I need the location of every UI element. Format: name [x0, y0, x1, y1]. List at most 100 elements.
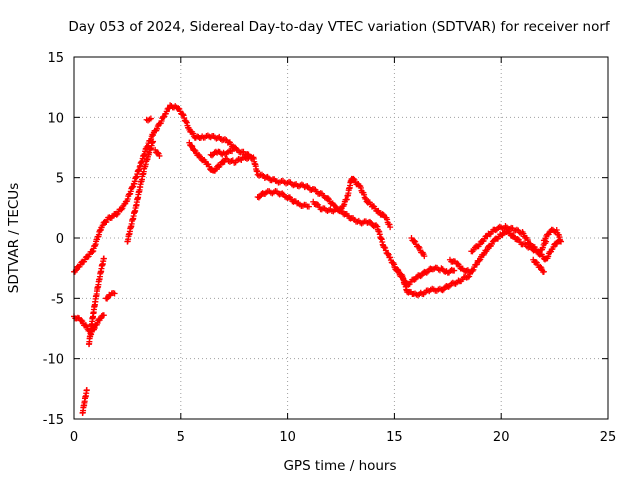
data-point — [229, 148, 236, 155]
data-track — [103, 289, 118, 302]
data-track — [468, 222, 550, 256]
y-tick-label: 5 — [56, 172, 64, 187]
data-point — [445, 283, 452, 290]
data-track — [207, 147, 236, 159]
data-track — [85, 255, 107, 348]
data-track — [143, 115, 154, 124]
data-point — [175, 105, 182, 112]
data-point — [387, 224, 394, 231]
data-track — [71, 102, 562, 299]
data-point — [150, 138, 157, 145]
x-tick-label: 15 — [386, 430, 403, 445]
data-point — [91, 325, 98, 332]
data-track — [530, 256, 547, 276]
data-point — [150, 132, 157, 139]
data-point — [469, 268, 476, 275]
data-point — [411, 276, 418, 283]
x-tick-label: 20 — [493, 430, 510, 445]
data-track — [254, 188, 312, 210]
data-point — [100, 255, 107, 262]
data-track — [310, 175, 394, 231]
data-point — [255, 194, 262, 201]
data-point — [305, 203, 312, 210]
data-track — [446, 256, 473, 275]
data-point — [537, 263, 544, 270]
data-point — [421, 253, 428, 260]
y-tick-label: -10 — [43, 353, 64, 368]
data-point — [78, 317, 85, 324]
data-track — [408, 235, 428, 260]
data-point — [542, 235, 549, 242]
data-track — [152, 146, 163, 159]
data-point — [545, 253, 552, 260]
data-point — [118, 206, 125, 213]
y-tick-label: 0 — [56, 232, 64, 247]
data-point — [83, 387, 90, 394]
x-tick-label: 25 — [600, 430, 617, 445]
data-point — [100, 312, 107, 319]
data-point — [466, 268, 473, 275]
data-point — [439, 287, 446, 294]
data-point — [279, 190, 286, 197]
data-point — [191, 146, 198, 153]
x-tick-label: 10 — [279, 430, 296, 445]
data-point — [387, 254, 394, 261]
data-point — [350, 175, 357, 182]
x-tick-label: 0 — [70, 430, 78, 445]
data-point — [415, 243, 422, 250]
data-points — [71, 102, 565, 416]
data-point — [156, 152, 163, 159]
data-point — [454, 260, 461, 267]
y-tick-label: -15 — [43, 413, 64, 428]
data-point — [394, 266, 401, 273]
data-point — [532, 258, 539, 265]
data-point — [411, 237, 418, 244]
data-point — [539, 244, 546, 251]
data-point — [464, 274, 471, 281]
data-point — [473, 261, 480, 268]
x-tick-label: 5 — [177, 430, 185, 445]
data-point — [113, 211, 120, 218]
data-point — [451, 267, 458, 274]
data-point — [94, 320, 101, 327]
data-point — [281, 193, 288, 200]
y-tick-label: -5 — [51, 292, 64, 307]
x-axis-title: GPS time / hours — [283, 458, 396, 474]
data-point — [190, 130, 197, 137]
data-point — [384, 250, 391, 257]
data-point — [423, 269, 430, 276]
data-point — [111, 290, 118, 297]
data-point — [399, 273, 406, 280]
data-point — [477, 256, 484, 263]
data-point — [520, 230, 527, 237]
data-point — [324, 195, 331, 202]
data-track — [124, 138, 157, 245]
data-point — [89, 249, 96, 256]
data-point — [366, 218, 373, 225]
y-axis-title: SDTVAR / TECUs — [6, 183, 22, 293]
data-point — [160, 114, 167, 121]
data-point — [379, 211, 386, 218]
data-point — [381, 244, 388, 251]
y-tick-label: 15 — [47, 51, 64, 66]
data-point — [154, 149, 161, 156]
data-point — [146, 116, 153, 123]
data-point — [417, 273, 424, 280]
data-point — [470, 266, 477, 273]
y-tick-label: 10 — [47, 111, 64, 126]
data-point — [158, 117, 165, 124]
data-point — [558, 238, 565, 245]
data-track — [79, 387, 90, 416]
data-point — [147, 115, 154, 122]
data-point — [540, 268, 547, 275]
data-track — [186, 139, 255, 174]
data-point — [313, 201, 320, 208]
chart-title: Day 053 of 2024, Sidereal Day-to-day VTE… — [68, 19, 611, 35]
data-point — [514, 236, 521, 243]
data-point — [188, 142, 195, 149]
data-point — [221, 136, 228, 143]
axis-ticks: 0 5 10 15 20 25 -15 -10 -5 0 5 10 15 — [43, 51, 617, 445]
data-point — [248, 154, 255, 161]
data-track — [540, 226, 565, 245]
